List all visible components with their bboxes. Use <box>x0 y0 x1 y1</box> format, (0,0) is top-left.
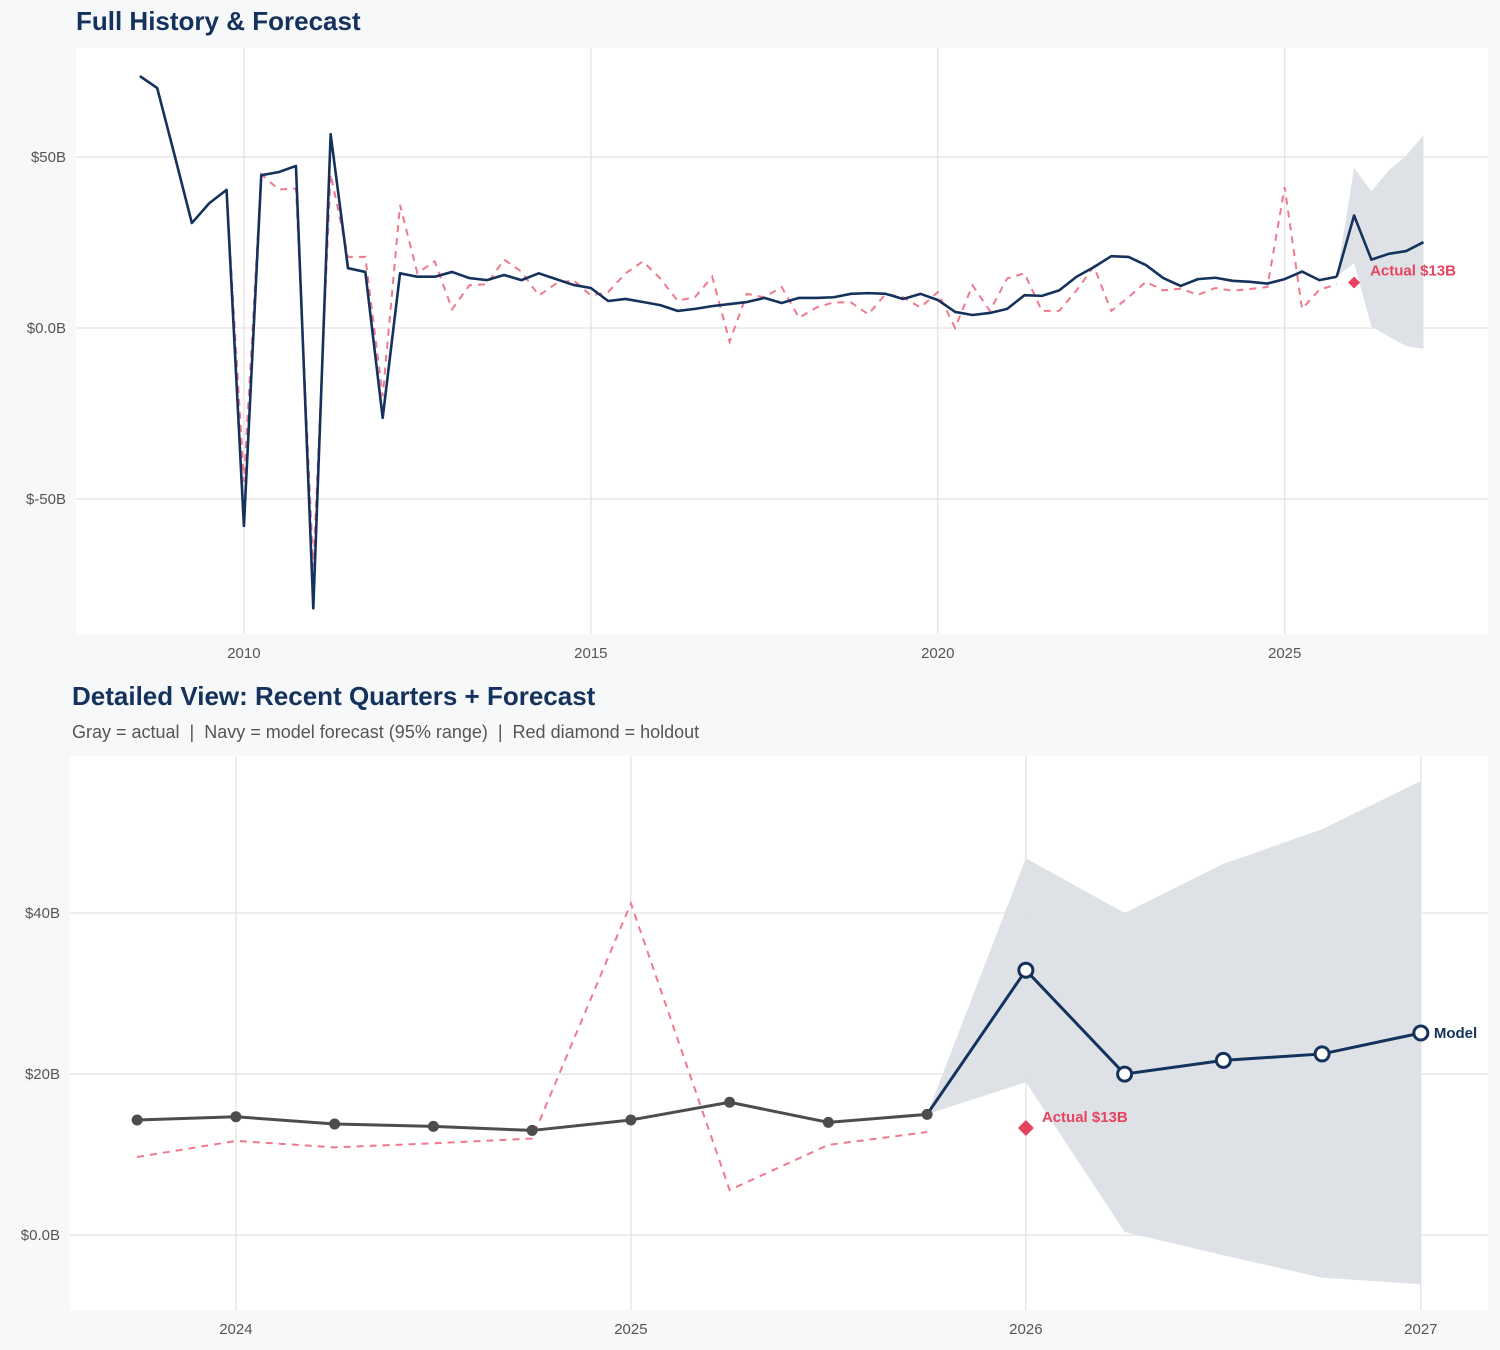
actual-line <box>139 74 1337 610</box>
bottom-chart-title: Detailed View: Recent Quarters + Forecas… <box>72 681 596 711</box>
x-tick-label: 2010 <box>227 645 260 662</box>
forecast-line <box>1335 214 1425 278</box>
actual-point <box>427 1120 439 1132</box>
x-tick-label: 2027 <box>1404 1321 1437 1338</box>
forecast-point <box>1116 1065 1134 1083</box>
forecast-line <box>925 968 1422 1116</box>
y-tick-label: $-50B <box>26 491 66 508</box>
forecast-point <box>1313 1045 1331 1063</box>
actual-point <box>526 1124 538 1136</box>
holdout-label: Actual $13B <box>1042 1109 1128 1126</box>
x-tick-label: 2015 <box>574 645 607 662</box>
y-tick-label: $50B <box>31 149 66 166</box>
forecast-95-band <box>1336 135 1424 349</box>
x-tick-label: 2026 <box>1009 1321 1042 1338</box>
history-chart: 2010 2015 2020 2025 $50B $0.0B $-50B Actual $13… <box>26 48 1488 662</box>
x-tick-label: 2025 <box>614 1321 647 1338</box>
x-tick-label: 2024 <box>219 1321 252 1338</box>
actual-point <box>230 1111 242 1123</box>
actual-point <box>724 1096 736 1108</box>
forecast-point <box>1412 1024 1430 1042</box>
bottom-chart-subtitle: Gray = actual | Navy = model forecast (9… <box>72 722 700 742</box>
fitted-line <box>136 900 928 1192</box>
fitted-line <box>225 172 1338 568</box>
y-tick-label: $0.0B <box>21 1227 60 1244</box>
y-tick-label: $0.0B <box>27 320 66 337</box>
actual-point <box>329 1118 341 1130</box>
detail-chart: 2024 2025 2026 2027 $40B $20B $0.0B Model Actual… <box>21 756 1488 1338</box>
actual-point <box>921 1108 933 1120</box>
actual-point <box>625 1114 637 1126</box>
actual-point <box>822 1116 834 1128</box>
model-label: Model <box>1434 1025 1477 1042</box>
top-chart-title: Full History & Forecast <box>76 6 361 36</box>
x-tick-label: 2025 <box>1268 645 1301 662</box>
plot-area <box>76 48 1488 634</box>
y-tick-label: $40B <box>25 905 60 922</box>
actual-point <box>131 1114 143 1126</box>
forecast-point <box>1214 1051 1232 1069</box>
x-tick-label: 2020 <box>921 645 954 662</box>
holdout-label: Actual $13B <box>1370 263 1456 280</box>
holdout-diamond <box>1348 276 1361 289</box>
y-tick-label: $20B <box>25 1066 60 1083</box>
holdout-diamond <box>1017 1120 1034 1137</box>
forecast-95-band <box>927 780 1421 1285</box>
forecast-point <box>1017 961 1035 979</box>
